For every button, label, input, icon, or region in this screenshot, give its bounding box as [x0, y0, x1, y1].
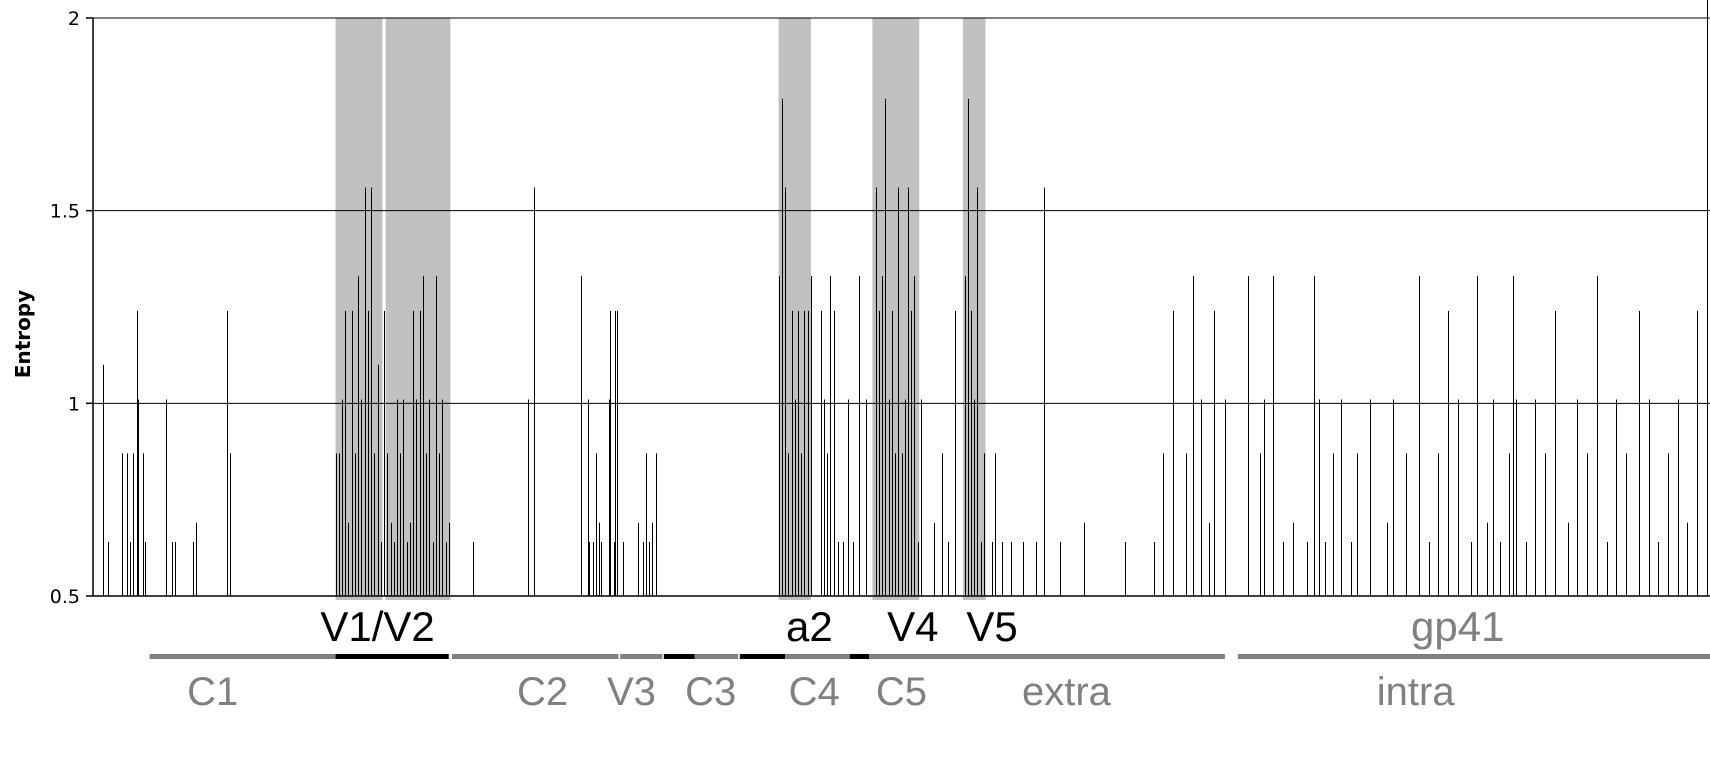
region-segment-7	[739, 654, 786, 659]
highlight-bands	[335, 18, 986, 600]
region-segment-8	[785, 654, 850, 659]
region-segment-5	[663, 654, 695, 659]
region-label-bottom-5: C4	[789, 670, 840, 714]
highlight-band-3	[778, 18, 811, 600]
region-segment-9	[849, 654, 870, 659]
region-label-top-2: a2	[786, 603, 833, 650]
region-label-top-1: V1/V2	[320, 603, 434, 650]
region-label-top-4: V5	[966, 603, 1017, 650]
y-tick-label-2: 1	[68, 393, 80, 415]
region-label-bottom-1: C1	[187, 670, 238, 714]
region-label-top-5: gp41	[1411, 603, 1504, 650]
region-segment-1	[149, 654, 336, 659]
region-labels-bottom: C1 C2 V3 C3 C4 C5 extra intra	[187, 670, 1455, 714]
y-tick-label-1: 0.5	[50, 586, 80, 608]
region-segment-11	[1237, 654, 1710, 659]
y-tick-labels: 0.5 1 1.5 2	[50, 8, 80, 608]
entropy-bars	[103, 0, 1708, 596]
region-segment-2	[335, 654, 449, 659]
region-segment-6	[694, 654, 739, 659]
region-labels-top: V1/V2 a2 V4 V5 gp41	[320, 603, 1504, 650]
y-tick-label-3: 1.5	[50, 201, 80, 223]
region-label-bottom-4: C3	[685, 670, 736, 714]
highlight-band-2	[385, 18, 451, 600]
region-label-bottom-2: C2	[517, 670, 568, 714]
region-label-bottom-6: C5	[876, 670, 927, 714]
region-segment-3	[451, 654, 619, 659]
region-label-bottom-3: V3	[607, 670, 656, 714]
region-segments	[149, 654, 1710, 659]
region-label-bottom-7: extra	[1022, 670, 1112, 714]
gridlines	[93, 17, 1710, 404]
region-segment-4	[620, 654, 663, 659]
region-segment-10	[869, 654, 1225, 659]
y-axis-title: Entropy	[11, 290, 35, 378]
y-tick-label-4: 2	[68, 8, 80, 30]
region-label-top-3: V4	[887, 603, 938, 650]
region-label-bottom-8: intra	[1377, 670, 1456, 714]
axes	[86, 17, 1710, 597]
